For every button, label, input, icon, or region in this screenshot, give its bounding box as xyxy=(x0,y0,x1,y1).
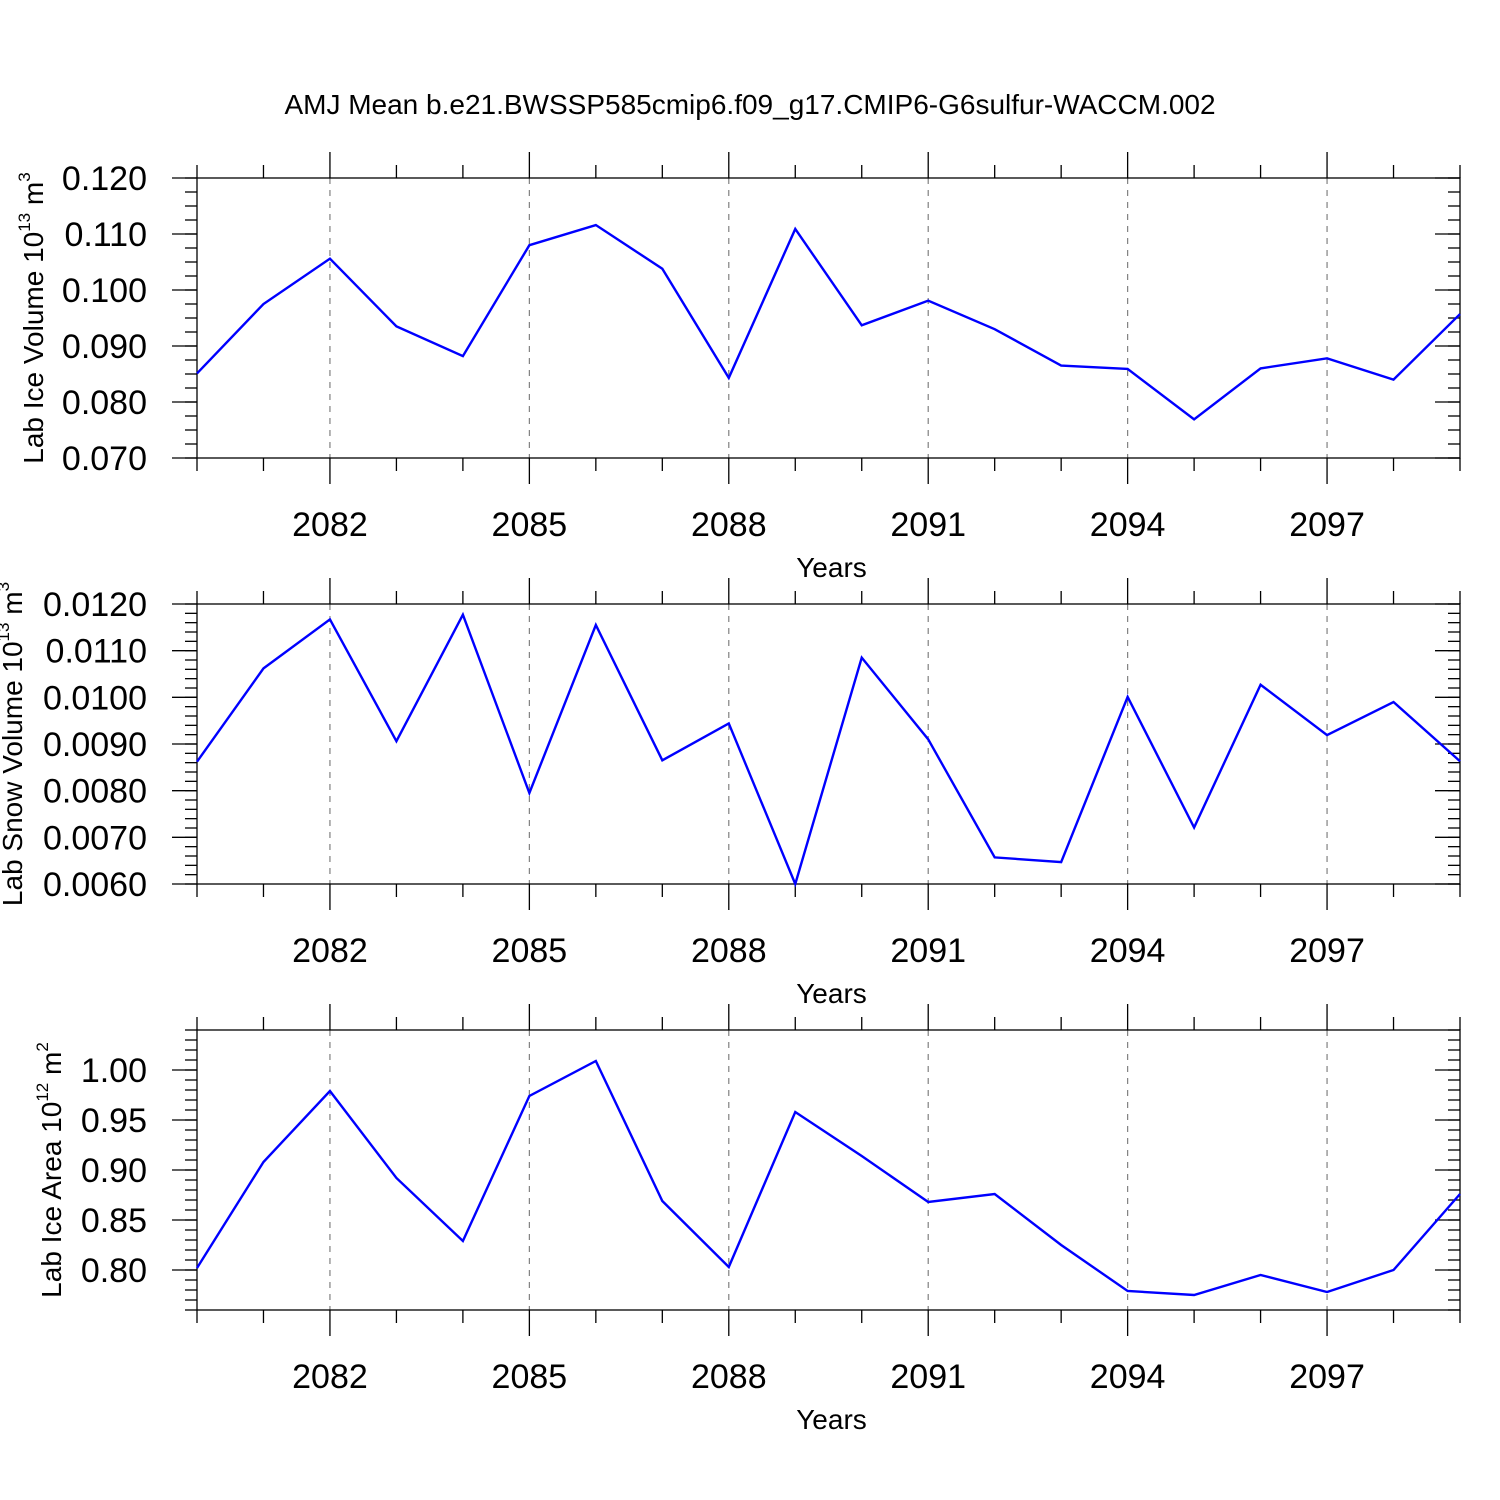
x-tick-label: 2091 xyxy=(890,1358,966,1396)
series-line xyxy=(196,223,1461,421)
y-axis-title-superscript: 3 xyxy=(15,172,34,181)
y-axis-title-superscript: 2 xyxy=(33,1042,52,1051)
y-tick-label: 0.100 xyxy=(62,272,147,310)
y-tick-label: 0.0090 xyxy=(43,726,147,764)
x-tick-label: 2097 xyxy=(1289,932,1365,970)
x-tick-label: 2097 xyxy=(1289,506,1365,544)
y-tick-label: 0.0120 xyxy=(43,586,147,624)
y-tick-label: 0.90 xyxy=(81,1152,147,1190)
y-tick-label: 0.80 xyxy=(81,1252,147,1290)
x-tick-label: 2085 xyxy=(492,1358,568,1396)
y-tick-label: 0.090 xyxy=(62,328,147,366)
y-axis-title-superscript: 13 xyxy=(0,623,13,642)
x-axis-title: Years xyxy=(796,1404,867,1435)
y-tick-label: 0.070 xyxy=(62,440,147,478)
y-axis-title-text: m xyxy=(36,1052,67,1083)
panels-group: 2082 2085 2088 2091 2094 2097 Years 0.070 0.080 0… xyxy=(0,152,1461,1435)
x-tick-label: 2097 xyxy=(1289,1358,1365,1396)
y-tick-label: 0.120 xyxy=(62,160,147,198)
y-axis-title: Lab Ice Area 1012 m2 xyxy=(33,1042,67,1298)
x-tick-label: 2091 xyxy=(890,506,966,544)
y-axis-title-text: m xyxy=(18,182,49,213)
x-tick-label: 2082 xyxy=(292,506,368,544)
x-axis-title: Years xyxy=(796,552,867,583)
y-axis-title-text: Lab Snow Volume 10 xyxy=(0,641,28,906)
plot-frame xyxy=(196,1029,1461,1311)
y-tick-label: 0.080 xyxy=(62,384,147,422)
y-tick-label: 0.110 xyxy=(64,216,147,254)
y-axis-title-superscript: 3 xyxy=(0,582,13,591)
x-tick-label: 2088 xyxy=(691,932,767,970)
x-tick-label: 2094 xyxy=(1090,932,1166,970)
x-tick-label: 2082 xyxy=(292,1358,368,1396)
panel-2: 2082 2085 2088 2091 2094 2097 Years 0.0060 0.007… xyxy=(0,578,1461,1009)
panel-1: 2082 2085 2088 2091 2094 2097 Years 0.070 0.080 0… xyxy=(15,152,1461,583)
panel-3: 2082 2085 2088 2091 2094 2097 Years 0.80 0.85 0.9… xyxy=(33,1004,1461,1435)
figure-title: AMJ Mean b.e21.BWSSP585cmip6.f09_g17.CMI… xyxy=(284,89,1215,120)
y-tick-label: 0.0060 xyxy=(43,866,147,904)
y-axis-title-superscript: 13 xyxy=(15,213,34,232)
series-line xyxy=(195,1059,1461,1297)
y-tick-label: 0.0100 xyxy=(43,679,147,717)
x-tick-label: 2085 xyxy=(492,932,568,970)
x-tick-label: 2094 xyxy=(1090,506,1166,544)
x-axis-title: Years xyxy=(796,978,867,1009)
y-axis-title: Lab Ice Volume 1013 m3 xyxy=(15,172,49,463)
y-axis-title-superscript: 12 xyxy=(33,1083,52,1102)
x-tick-label: 2088 xyxy=(691,1358,767,1396)
x-tick-label: 2091 xyxy=(890,932,966,970)
y-axis-title: Lab Snow Volume 1013 m3 xyxy=(0,582,28,906)
y-tick-label: 0.85 xyxy=(81,1202,147,1240)
y-tick-label: 1.00 xyxy=(81,1052,147,1090)
x-tick-label: 2082 xyxy=(292,932,368,970)
y-axis-title-text: m xyxy=(0,591,28,622)
series-line xyxy=(196,611,1461,888)
plot-frame xyxy=(196,177,1461,459)
y-tick-label: 0.0080 xyxy=(43,773,147,811)
plot-frame xyxy=(196,603,1461,885)
x-tick-label: 2088 xyxy=(691,506,767,544)
y-axis-title-text: Lab Ice Area 10 xyxy=(36,1102,67,1298)
x-tick-label: 2085 xyxy=(492,506,568,544)
x-tick-label: 2094 xyxy=(1090,1358,1166,1396)
y-tick-label: 0.95 xyxy=(81,1102,147,1140)
y-tick-label: 0.0110 xyxy=(46,633,147,671)
y-tick-label: 0.0070 xyxy=(43,819,147,857)
y-axis-title-text: Lab Ice Volume 10 xyxy=(18,232,49,464)
